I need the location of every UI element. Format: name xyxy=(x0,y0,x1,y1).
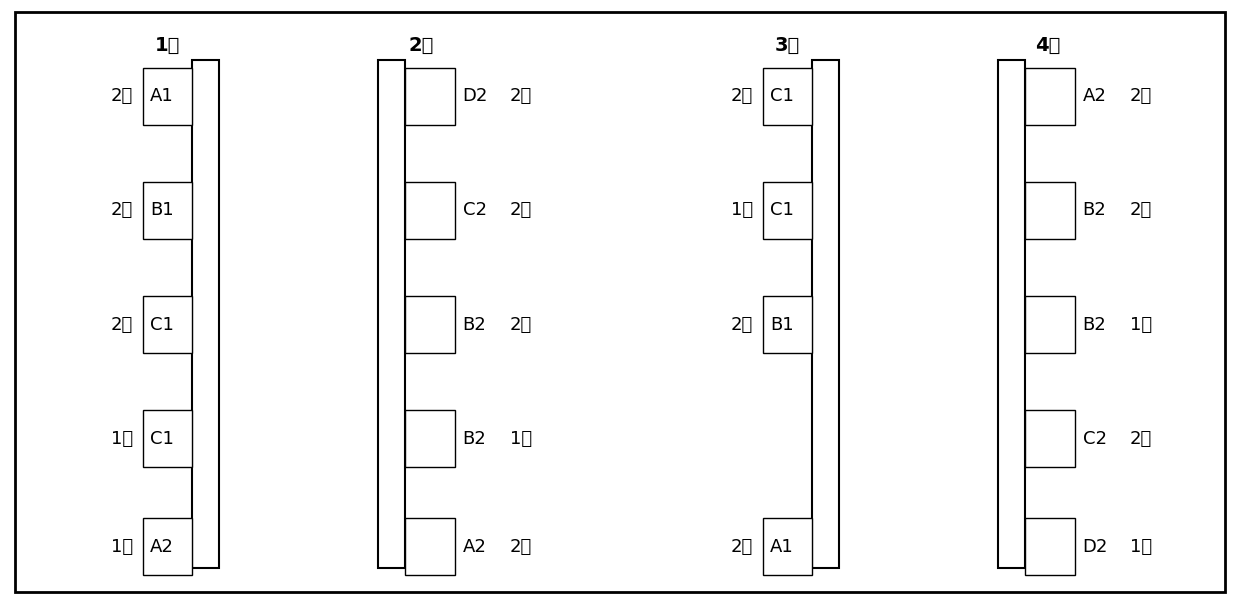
Text: 2人: 2人 xyxy=(510,87,532,105)
Bar xyxy=(763,518,812,576)
Text: A1: A1 xyxy=(770,538,794,556)
Bar xyxy=(143,68,192,125)
Text: C1: C1 xyxy=(150,316,174,334)
Text: A2: A2 xyxy=(463,538,486,556)
Text: 3线: 3线 xyxy=(775,35,800,55)
Text: 1人: 1人 xyxy=(510,430,532,448)
Text: B1: B1 xyxy=(150,201,174,219)
Bar xyxy=(143,518,192,576)
Text: 1人: 1人 xyxy=(1130,538,1152,556)
Text: 2人: 2人 xyxy=(110,201,133,219)
Text: D2: D2 xyxy=(463,87,487,105)
Text: D2: D2 xyxy=(1083,538,1107,556)
Text: 2人: 2人 xyxy=(1130,430,1152,448)
Bar xyxy=(143,410,192,468)
Text: 1人: 1人 xyxy=(1130,316,1152,334)
Text: B2: B2 xyxy=(463,430,486,448)
Text: 4线: 4线 xyxy=(1035,35,1060,55)
Text: 2人: 2人 xyxy=(510,538,532,556)
Bar xyxy=(1025,182,1075,239)
Bar xyxy=(1025,296,1075,353)
Text: B2: B2 xyxy=(1083,201,1106,219)
Text: A2: A2 xyxy=(1083,87,1106,105)
Text: 2人: 2人 xyxy=(110,316,133,334)
Text: C2: C2 xyxy=(1083,430,1106,448)
Bar xyxy=(1025,68,1075,125)
Bar xyxy=(812,60,839,568)
Text: 1人: 1人 xyxy=(110,430,133,448)
Text: 2人: 2人 xyxy=(110,87,133,105)
Text: 2线: 2线 xyxy=(409,35,434,55)
Bar xyxy=(1025,518,1075,576)
Text: 2人: 2人 xyxy=(510,201,532,219)
Bar xyxy=(763,68,812,125)
Text: C1: C1 xyxy=(770,87,794,105)
Text: 2人: 2人 xyxy=(1130,201,1152,219)
Bar xyxy=(192,60,219,568)
Bar xyxy=(143,296,192,353)
Text: B2: B2 xyxy=(463,316,486,334)
Bar xyxy=(1025,410,1075,468)
Bar xyxy=(405,518,455,576)
Bar xyxy=(405,68,455,125)
Text: 1线: 1线 xyxy=(155,35,180,55)
Bar xyxy=(405,182,455,239)
Text: A1: A1 xyxy=(150,87,174,105)
Text: C2: C2 xyxy=(463,201,486,219)
Bar xyxy=(405,296,455,353)
Text: A2: A2 xyxy=(150,538,174,556)
Text: C1: C1 xyxy=(770,201,794,219)
Bar xyxy=(763,296,812,353)
Text: 2人: 2人 xyxy=(730,87,753,105)
Bar xyxy=(378,60,405,568)
Bar xyxy=(143,182,192,239)
Text: 2人: 2人 xyxy=(1130,87,1152,105)
Text: B1: B1 xyxy=(770,316,794,334)
Text: 1人: 1人 xyxy=(730,201,753,219)
Text: 1人: 1人 xyxy=(110,538,133,556)
Text: 2人: 2人 xyxy=(730,538,753,556)
Text: B2: B2 xyxy=(1083,316,1106,334)
Bar xyxy=(405,410,455,468)
Bar xyxy=(763,182,812,239)
Bar xyxy=(998,60,1025,568)
Text: 2人: 2人 xyxy=(510,316,532,334)
Text: C1: C1 xyxy=(150,430,174,448)
Text: 2人: 2人 xyxy=(730,316,753,334)
